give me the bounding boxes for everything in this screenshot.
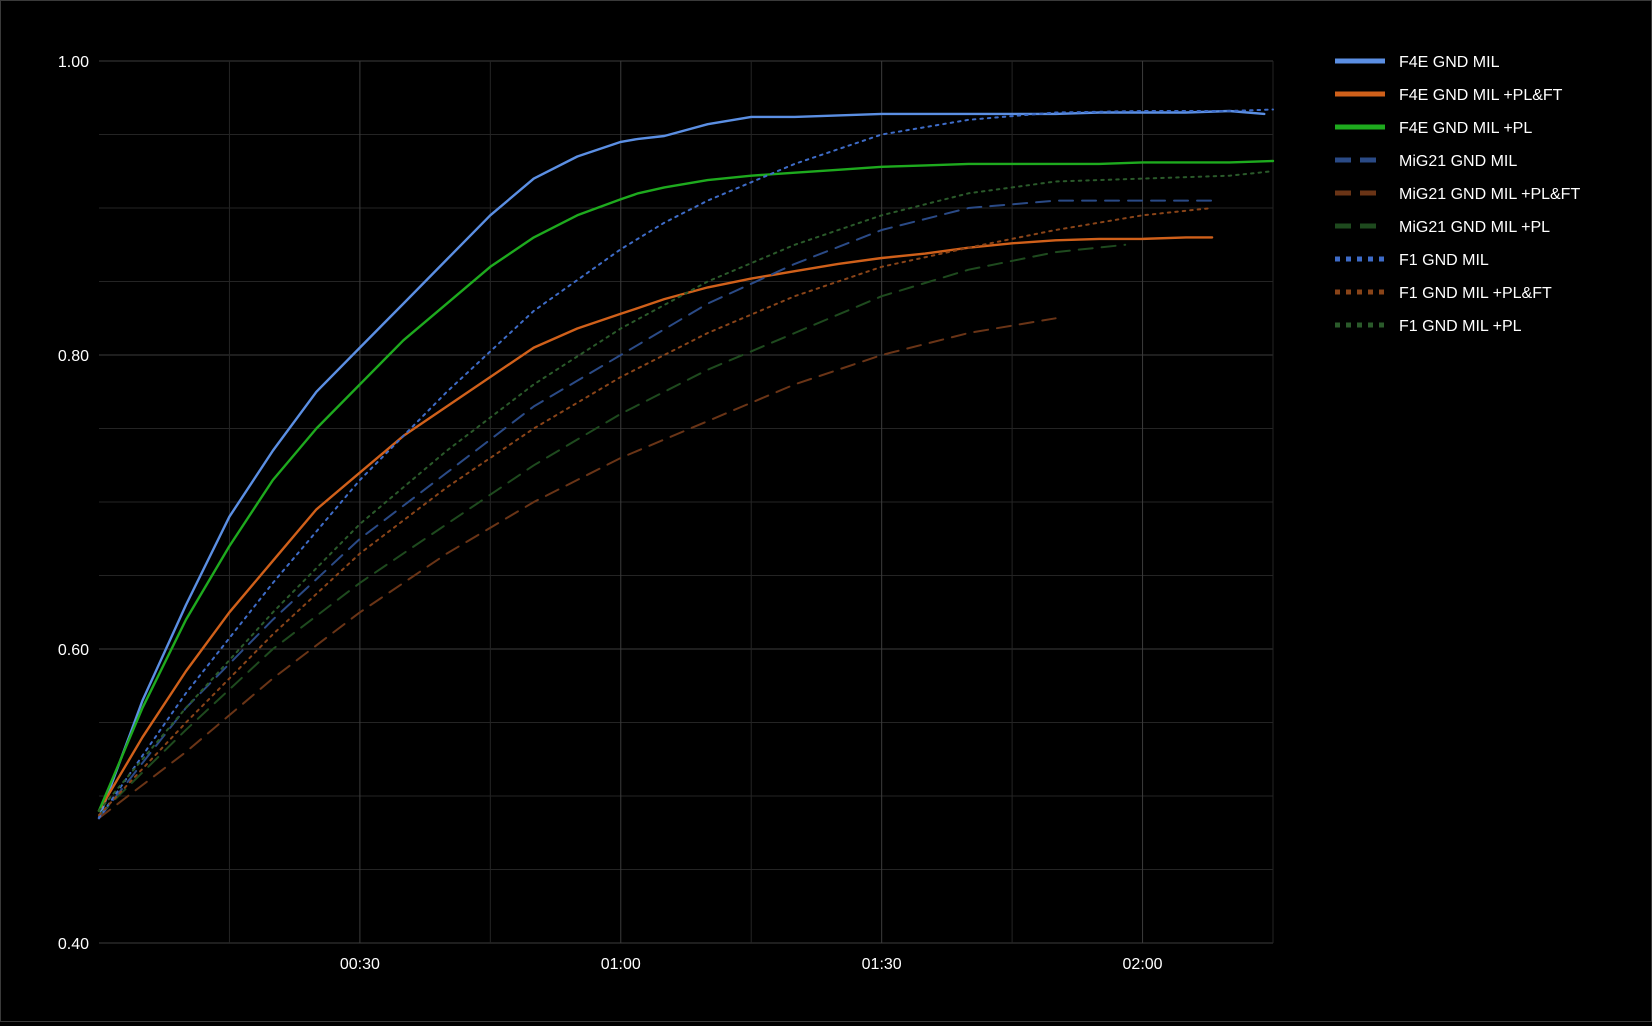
y-tick-label: 0.40 [58,936,89,953]
legend-item[interactable]: F1 GND MIL +PL [1335,318,1522,335]
legend-item[interactable]: F4E GND MIL +PL&FT [1335,87,1563,104]
series-line-7 [98,207,1214,817]
x-tick-label: 02:00 [1123,956,1163,973]
legend-item[interactable]: F4E GND MIL +PL [1335,120,1532,137]
series-line-1 [97,236,1214,812]
y-tick-label: 0.60 [58,642,89,659]
series-line-0 [97,109,1266,820]
grid [99,60,1274,944]
legend-label: MiG21 GND MIL +PL [1399,219,1550,236]
series-line-3 [98,199,1214,820]
legend-label: F1 GND MIL +PL&FT [1399,285,1552,302]
x-tick-label: 00:30 [340,956,380,973]
legend-label: F1 GND MIL [1399,252,1489,269]
legend-label: F4E GND MIL +PL&FT [1399,87,1563,104]
legend-label: F4E GND MIL [1399,54,1500,71]
y-tick-label: 0.80 [58,348,89,365]
legend-item[interactable]: F4E GND MIL [1335,54,1500,71]
legend: F4E GND MIL F4E GND MIL +PL&FT F4E GND MIL… [1335,54,1580,335]
legend-item[interactable]: F1 GND MIL [1335,252,1489,269]
legend-label: MiG21 GND MIL [1399,153,1517,170]
series-line-2 [97,159,1275,812]
legend-item[interactable]: F1 GND MIL +PL&FT [1335,285,1552,302]
legend-item[interactable]: MiG21 GND MIL [1335,153,1517,170]
x-tick-label: 01:30 [862,956,902,973]
legend-label: F1 GND MIL +PL [1399,318,1522,335]
series [97,108,1275,820]
x-tick-label: 01:00 [601,956,641,973]
series-line-8 [98,170,1274,812]
legend-label: MiG21 GND MIL +PL&FT [1399,186,1580,203]
legend-label: F4E GND MIL +PL [1399,120,1532,137]
y-tick-label: 1.00 [58,54,89,71]
series-line-6 [98,108,1274,820]
legend-item[interactable]: MiG21 GND MIL +PL [1335,219,1550,236]
series-line-5 [98,243,1127,817]
legend-item[interactable]: MiG21 GND MIL +PL&FT [1335,186,1580,203]
axes: 1.00 0.80 0.60 0.40 00:30 01:00 01:30 02:00 [58,54,1163,973]
series-line-4 [98,317,1057,820]
